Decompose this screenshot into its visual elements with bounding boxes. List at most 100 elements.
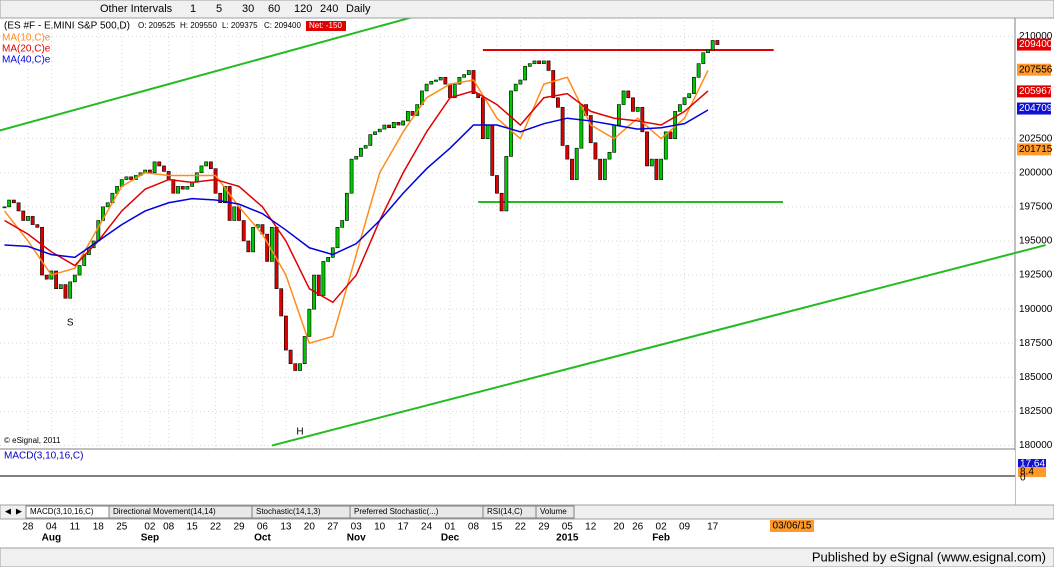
candle [77,265,82,276]
candle [682,97,687,105]
x-tick-label: 06 [257,522,269,533]
toolbar-item[interactable]: Other Intervals [100,3,173,15]
x-tick-label: 11 [70,522,81,533]
candle [626,90,631,99]
price-badge [1017,102,1051,115]
toolbar-item[interactable]: 240 [320,3,338,15]
candle [527,63,532,67]
candle [176,186,180,194]
x-tick-label: 17 [707,522,719,533]
macd-label: MACD(3,10,16,C) [4,451,83,462]
toolbar-item[interactable]: 120 [294,3,312,15]
tab-label: MACD(3,10,16,C) [30,507,94,516]
candle [579,104,584,149]
candle [363,145,368,149]
tab-label: Directional Movement(14,14) [113,507,216,516]
price-badge [1017,38,1051,51]
candle [171,179,176,194]
x-tick-label: 26 [632,522,644,533]
toolbar-item[interactable]: 5 [216,3,222,15]
toolbar-item[interactable]: 30 [242,3,254,15]
candle [677,104,682,112]
candle [279,288,284,317]
candle [607,152,612,160]
candle [391,121,396,129]
candle [269,227,274,262]
price-badge-label: 204709 [1019,103,1053,114]
net-label: Net: -150 [309,21,342,30]
status-bar [0,547,1054,567]
y-tick-label: 187500 [1019,338,1053,349]
x-tick-label: 09 [679,522,691,533]
price-badge [1017,63,1051,76]
candle [706,49,710,54]
candle [354,156,359,160]
toolbar [0,0,1054,19]
candle [401,120,406,126]
macd-badge-text: 17.64 [1020,459,1045,470]
candle [208,161,213,169]
candle [157,161,162,167]
legend: MA(10,C)eMA(20,C)eMA(40,C)e [2,33,51,66]
candle [288,349,293,365]
candle [480,97,485,139]
candle [218,192,223,204]
macd-zero-label: 0 [1020,473,1026,484]
candle [499,192,504,212]
candle [696,63,701,78]
candle [316,274,321,296]
x-tick-label: 29 [233,522,245,533]
toolbar-item[interactable]: Daily [346,3,371,15]
x-tick-label: 20 [613,522,625,533]
x-tick-label: 12 [585,522,597,533]
candle [424,83,429,92]
x-tick-label: 10 [374,522,386,533]
candle [129,176,134,180]
y-tick-label: 195000 [1019,236,1053,247]
ohlc-label: H: 209550 [180,21,217,30]
tab-label: Stochastic(14,1,3) [256,507,321,516]
x-tick-label: 24 [421,522,433,533]
month-label: Nov [347,533,366,544]
candle [631,97,635,112]
tab-right[interactable]: ► [14,507,24,518]
candle [199,165,204,174]
candle [659,158,663,180]
candle [349,158,354,194]
toolbar-item[interactable]: 60 [268,3,280,15]
candle [513,83,518,92]
candle [298,363,302,371]
candle [251,227,255,253]
candle [152,161,157,174]
candle [541,60,546,64]
macd-badge [1018,459,1046,469]
date-box-text: 03/06/15 [773,521,812,532]
candle [649,158,654,167]
y-tick-label: 180000 [1019,440,1053,451]
candle [105,202,110,208]
candle [434,79,438,82]
ohlc-label: O: 209525 [138,21,176,30]
x-tick-label: 13 [280,522,292,533]
x-tick-label: 02 [144,522,156,533]
candle [654,158,659,180]
toolbar-item[interactable]: 1 [190,3,196,15]
candle [565,145,570,160]
chart-title: (ES #F - E.MINI S&P 500,D) [4,21,130,32]
legend-entry: MA(40,C)e [2,55,51,66]
candle [490,124,495,176]
price-badge-label: 201715 [1019,144,1053,155]
y-tick-label: 190000 [1019,304,1053,315]
tab-left[interactable]: ◄ [3,507,13,518]
y-tick-label: 200000 [1019,167,1053,178]
candle [359,147,363,157]
price-badge [1017,143,1051,156]
legend-entry: MA(10,C)e [2,33,51,44]
candle [504,156,509,212]
tab[interactable] [535,505,575,519]
ohlc-label: L: 209375 [222,21,258,30]
plot-area: SH [0,5,1046,505]
candle [602,158,607,180]
x-tick-label: 25 [116,522,128,533]
candle [72,274,77,283]
